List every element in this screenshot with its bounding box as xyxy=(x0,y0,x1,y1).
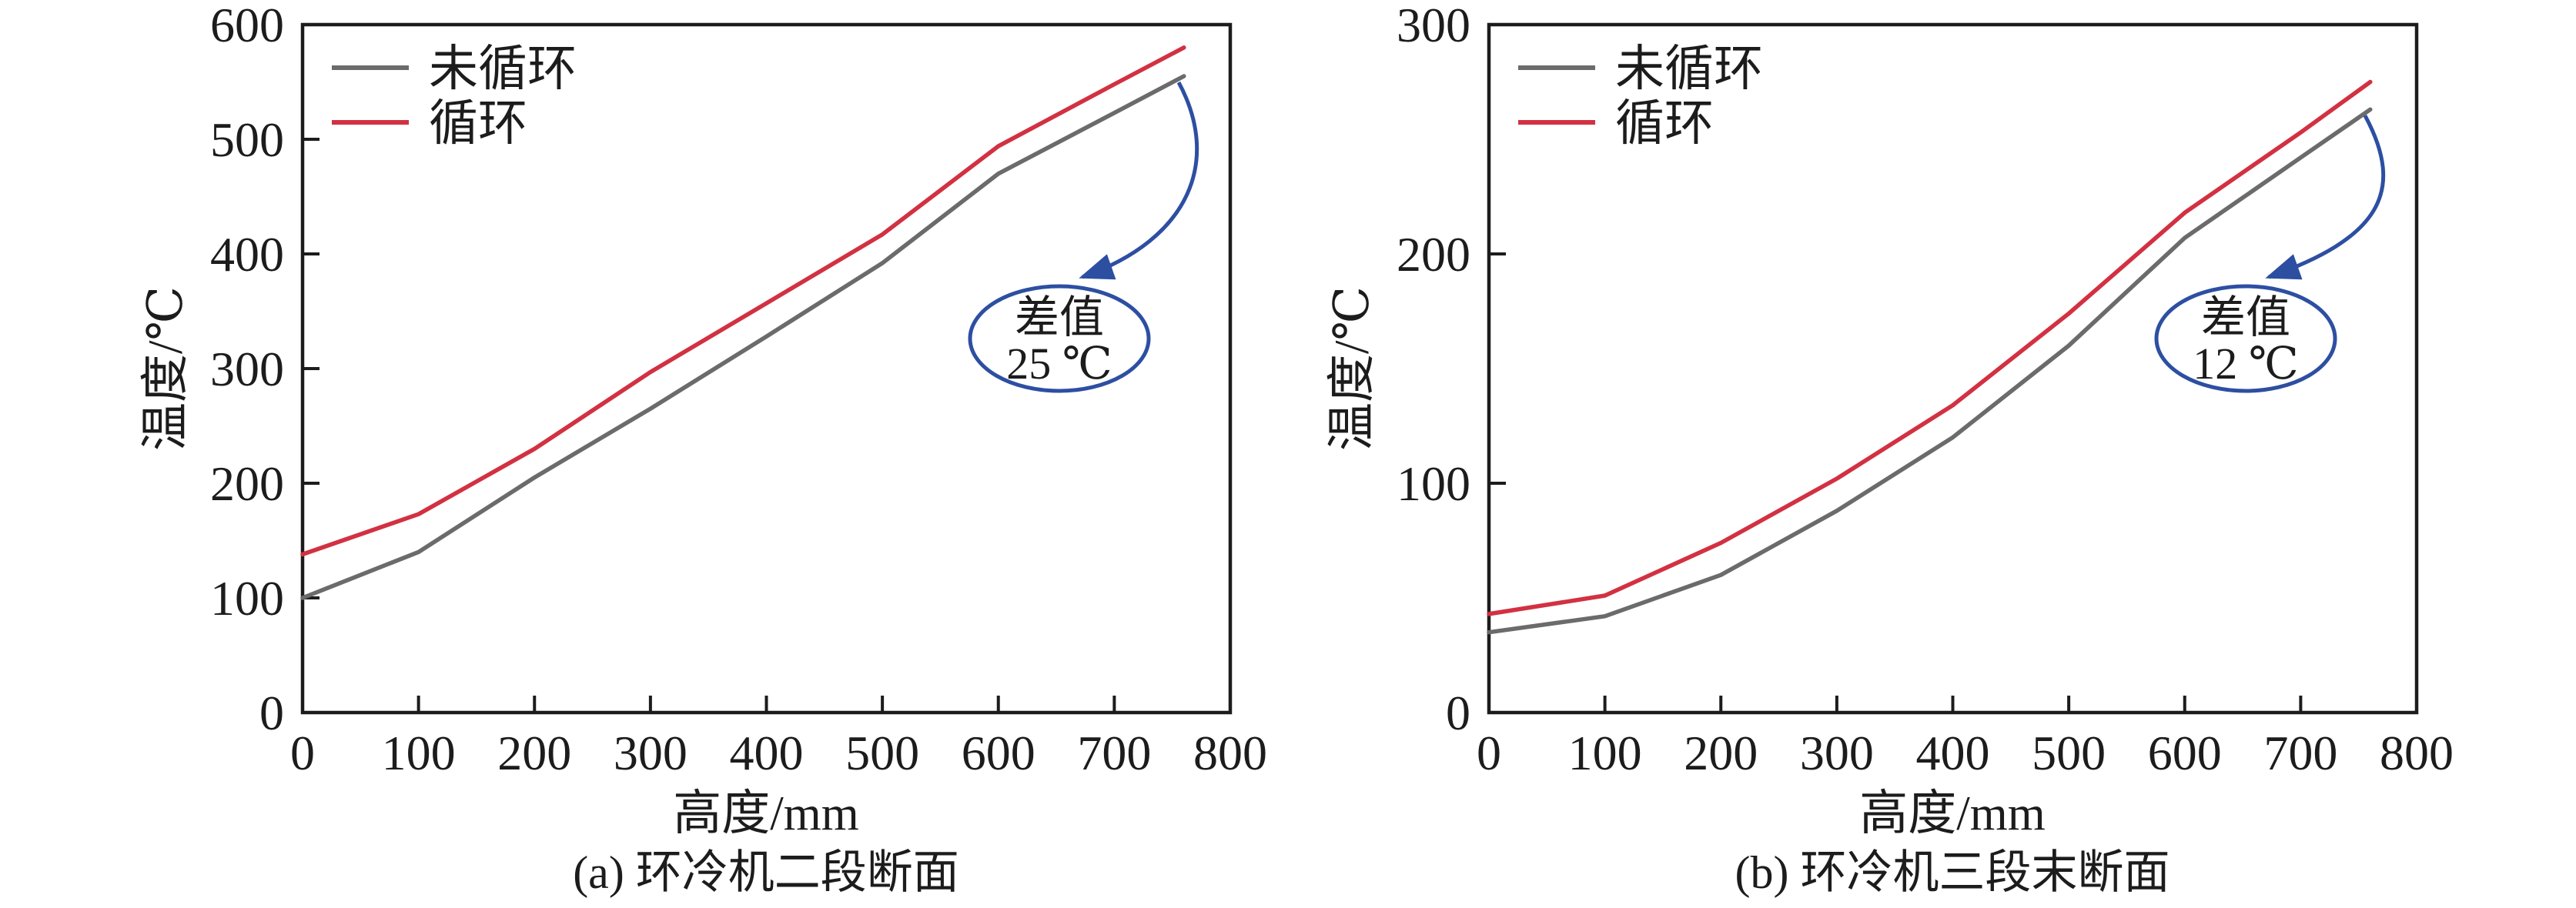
annotation-arrow xyxy=(1079,81,1199,280)
x-tick-label: 400 xyxy=(730,726,804,780)
y-tick-label: 300 xyxy=(1397,0,1470,52)
chart-a: 0 100 200 300 400 500 600 700 800 0 100 200 300 400 50… xyxy=(139,0,1267,898)
x-tick-label: 800 xyxy=(1193,726,1267,780)
annotation-ellipse xyxy=(2154,284,2337,393)
x-tick-label: 500 xyxy=(2032,726,2106,780)
chart-b: 0 100 200 300 400 500 600 700 800 0 100 200 300 未循环 循环… xyxy=(1288,0,2576,908)
annotation-ellipse xyxy=(968,284,1151,393)
y-tick-label: 0 xyxy=(259,686,284,740)
annotation-text-line1: 差值 xyxy=(2201,292,2290,342)
y-axis-title-b: 温度/℃ xyxy=(1325,286,1379,451)
y-tick-label: 100 xyxy=(1397,456,1470,511)
x-axis-title-b: 高度/mm xyxy=(1859,786,2046,840)
y-tick-label: 100 xyxy=(210,571,284,626)
x-tick-label: 800 xyxy=(2380,726,2454,780)
x-tick-label: 300 xyxy=(1800,726,1874,780)
x-tick-label: 700 xyxy=(1077,726,1151,780)
y-tick-label: 0 xyxy=(1446,686,1470,740)
series-line-cycled xyxy=(1487,79,2373,616)
x-tick-label: 700 xyxy=(2263,726,2337,780)
x-tick-label: 200 xyxy=(1684,726,1758,780)
series-line-uncycled xyxy=(300,74,1186,600)
x-tick-label: 100 xyxy=(1568,726,1642,780)
y-tick-label: 500 xyxy=(210,112,284,167)
x-tick-label: 600 xyxy=(962,726,1035,780)
x-tick-label: 200 xyxy=(497,726,571,780)
y-tick-label: 300 xyxy=(210,342,284,396)
annotation-text-line2: 25 ℃ xyxy=(1006,339,1112,389)
x-tick-label: 600 xyxy=(2148,726,2222,780)
y-tick-label: 200 xyxy=(1397,227,1470,282)
x-tick-label: 0 xyxy=(290,726,315,780)
legend-label-uncycled: 未循环 xyxy=(429,42,577,96)
y-tick-label: 400 xyxy=(210,227,284,282)
annotation-text-line1: 差值 xyxy=(1015,292,1104,342)
annotation-arrow xyxy=(2265,115,2385,280)
plot-svg-a: 0 100 200 300 400 500 600 700 800 0 100 200 300 400 50… xyxy=(210,0,1267,780)
caption-b: (b) 环冷机三段末断面 xyxy=(1735,847,2170,898)
x-tick-label: 300 xyxy=(614,726,687,780)
annotation-text-line2: 12 ℃ xyxy=(2193,339,2298,389)
plot-svg-b: 0 100 200 300 400 500 600 700 800 0 100 200 300 未循环循环… xyxy=(1397,0,2454,780)
y-axis-title-a: 温度/℃ xyxy=(139,286,192,451)
x-tick-label: 0 xyxy=(1477,726,1501,780)
x-tick-label: 400 xyxy=(1916,726,1990,780)
x-tick-label: 500 xyxy=(845,726,919,780)
x-axis-title-a: 高度/mm xyxy=(673,786,859,840)
legend-label-cycled: 循环 xyxy=(1615,96,1714,151)
y-tick-label: 600 xyxy=(210,0,284,52)
series-line-uncycled xyxy=(1487,107,2373,635)
series-line-cycled xyxy=(300,45,1186,557)
legend-label-uncycled: 未循环 xyxy=(1615,42,1763,96)
y-tick-label: 200 xyxy=(210,456,284,511)
legend-label-cycled: 循环 xyxy=(429,96,527,151)
caption-a: (a) 环冷机二段断面 xyxy=(573,847,959,898)
x-tick-label: 100 xyxy=(382,726,456,780)
